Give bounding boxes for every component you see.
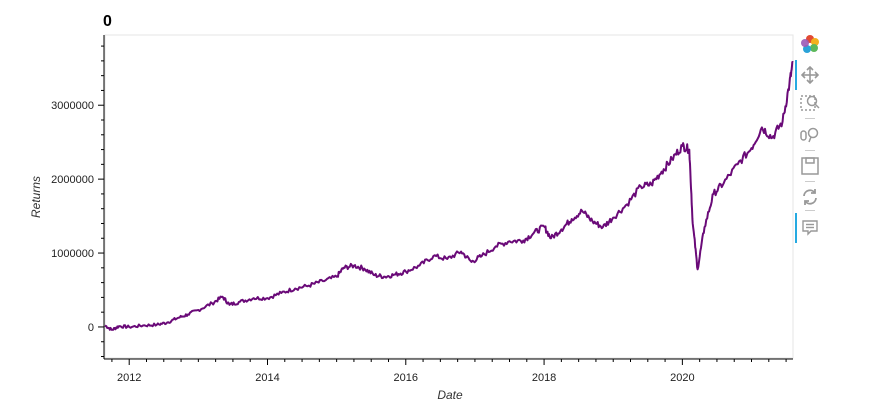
x-axis-ticks: 2012 2014 2016 2018 2020 xyxy=(111,359,787,384)
y-tick-label: 3000000 xyxy=(51,100,94,112)
series-line-returns xyxy=(104,61,794,331)
y-tick-label: 0 xyxy=(88,322,94,334)
save-icon[interactable] xyxy=(798,154,822,178)
pan-active-indicator xyxy=(795,60,797,90)
toolbar-separator xyxy=(805,118,815,119)
box-zoom-icon[interactable] xyxy=(798,91,822,115)
y-tick-label: 1000000 xyxy=(51,248,94,260)
bokeh-logo-icon[interactable] xyxy=(798,32,822,56)
chart-title: 0 xyxy=(103,13,112,30)
toolbar-separator xyxy=(805,181,815,182)
chart-toolbar xyxy=(795,30,825,250)
x-tick-label: 2020 xyxy=(670,372,694,384)
hover-icon[interactable] xyxy=(798,216,822,240)
toolbar-separator xyxy=(805,150,815,151)
reset-icon[interactable] xyxy=(798,185,822,209)
y-axis-label: Returns xyxy=(29,176,43,218)
plot-area[interactable] xyxy=(104,34,794,359)
x-tick-label: 2012 xyxy=(117,372,141,384)
toolbar-separator xyxy=(805,210,815,211)
x-tick-label: 2016 xyxy=(394,372,418,384)
y-tick-label: 2000000 xyxy=(51,174,94,186)
x-tick-label: 2018 xyxy=(532,372,556,384)
pan-icon[interactable] xyxy=(798,63,822,87)
hover-active-indicator xyxy=(795,213,797,243)
y-axis-ticks: 0 1000000 2000000 3000000 xyxy=(51,45,104,358)
wheel-zoom-icon[interactable] xyxy=(798,123,822,147)
x-tick-label: 2014 xyxy=(255,372,279,384)
x-axis-label: Date xyxy=(437,388,463,402)
